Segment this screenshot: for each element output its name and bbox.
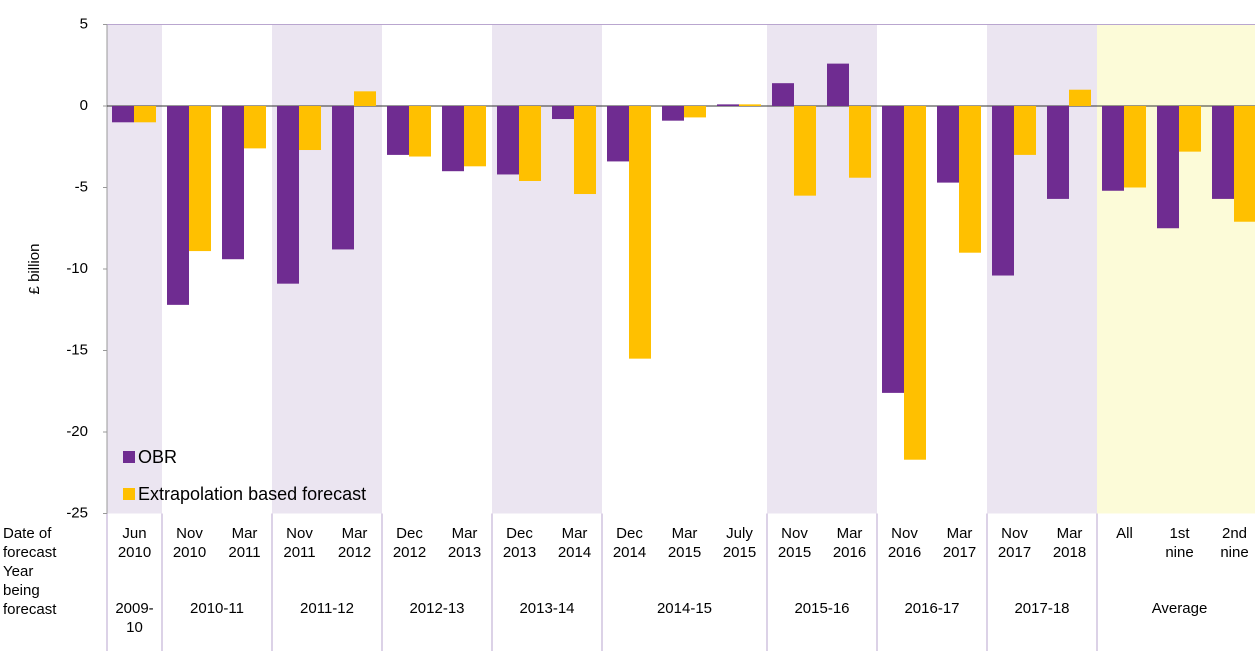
bar xyxy=(387,106,409,155)
bar xyxy=(1157,106,1179,229)
year-label: 2013-14 xyxy=(519,600,575,617)
bar xyxy=(1124,106,1146,188)
bar xyxy=(1102,106,1124,191)
bar xyxy=(629,106,651,359)
bar xyxy=(112,106,134,123)
bar xyxy=(882,106,904,393)
legend-label: OBR xyxy=(138,447,177,467)
year-label: 2016-17 xyxy=(904,600,960,617)
band xyxy=(382,24,492,514)
bar xyxy=(794,106,816,196)
bar xyxy=(497,106,519,175)
bar xyxy=(552,106,574,120)
y-tick-label: -25 xyxy=(66,504,88,521)
x-tick-label: All xyxy=(1116,525,1133,542)
x-tick-label: Dec 2012 xyxy=(392,525,427,561)
x-tick-label: Nov 2011 xyxy=(283,525,316,561)
bar xyxy=(189,106,211,252)
y-tick-label: -10 xyxy=(66,260,88,277)
x-tick-label: July 2015 xyxy=(722,525,757,561)
bar xyxy=(332,106,354,250)
bar xyxy=(519,106,541,181)
bar xyxy=(904,106,926,460)
bar xyxy=(1014,106,1036,155)
bar xyxy=(222,106,244,260)
x-tick-label: Mar 2017 xyxy=(942,525,977,561)
x-tick-label: Jun 2010 xyxy=(117,525,152,561)
year-label: 2015-16 xyxy=(794,600,850,617)
legend-swatch xyxy=(123,451,135,463)
x-tick-label: 1st nine xyxy=(1165,525,1194,561)
y-tick-label: 0 xyxy=(80,97,88,114)
x-tick-label: Nov 2010 xyxy=(172,525,207,561)
x-tick-label: 2nd nine xyxy=(1220,525,1249,561)
bar xyxy=(409,106,431,157)
x-tick-label: Nov 2015 xyxy=(777,525,812,561)
x-tick-label: Nov 2017 xyxy=(997,525,1032,561)
bar xyxy=(167,106,189,305)
bar xyxy=(717,104,739,106)
y-axis-label: £ billion xyxy=(26,244,43,295)
year-label: Average xyxy=(1151,600,1208,617)
legend-label: Extrapolation based forecast xyxy=(138,484,366,504)
band xyxy=(107,24,162,514)
year-label: 2017-18 xyxy=(1014,600,1070,617)
bar xyxy=(959,106,981,253)
x-tick-label: Mar 2015 xyxy=(667,525,702,561)
bar xyxy=(574,106,596,195)
bar xyxy=(1047,106,1069,199)
x-tick-label: Mar 2014 xyxy=(557,525,592,561)
row-label: Date of forecast xyxy=(3,525,57,561)
bar xyxy=(684,106,706,118)
bar xyxy=(354,91,376,106)
bar xyxy=(1212,106,1234,199)
x-tick-label: Mar 2012 xyxy=(337,525,372,561)
year-label: 2011-12 xyxy=(300,600,354,617)
bar xyxy=(992,106,1014,276)
band xyxy=(492,24,602,514)
bar xyxy=(464,106,486,167)
bar xyxy=(442,106,464,172)
row-label: Year being forecast xyxy=(3,563,57,618)
x-tick-label: Dec 2014 xyxy=(612,525,647,561)
bar xyxy=(937,106,959,183)
bar xyxy=(739,104,761,106)
year-label: 2010-11 xyxy=(190,600,244,617)
bar xyxy=(299,106,321,151)
year-label: 2014-15 xyxy=(656,600,713,617)
year-label: 2009-10 xyxy=(115,600,154,636)
bar xyxy=(277,106,299,284)
band xyxy=(602,24,767,514)
bar xyxy=(244,106,266,149)
bar xyxy=(849,106,871,178)
x-tick-label: Mar 2013 xyxy=(447,525,482,561)
y-tick-label: 5 xyxy=(80,15,88,32)
bar xyxy=(827,63,849,106)
y-tick-label: -5 xyxy=(75,178,88,195)
y-tick-label: -20 xyxy=(66,423,88,440)
bar xyxy=(1179,106,1201,152)
bar xyxy=(607,106,629,162)
x-tick-label: Mar 2018 xyxy=(1052,525,1087,561)
year-label: 2012-13 xyxy=(409,600,465,617)
x-tick-label: Mar 2016 xyxy=(832,525,867,561)
band xyxy=(1097,24,1255,514)
x-tick-label: Mar 2011 xyxy=(228,525,261,561)
bar xyxy=(1069,89,1091,106)
y-tick-label: -15 xyxy=(66,341,88,358)
x-tick-label: Nov 2016 xyxy=(887,525,922,561)
bar xyxy=(662,106,684,121)
bar xyxy=(1234,106,1255,222)
bar xyxy=(772,83,794,106)
x-tick-label: Dec 2013 xyxy=(502,525,537,561)
legend-swatch xyxy=(123,488,135,500)
bar xyxy=(134,106,156,123)
